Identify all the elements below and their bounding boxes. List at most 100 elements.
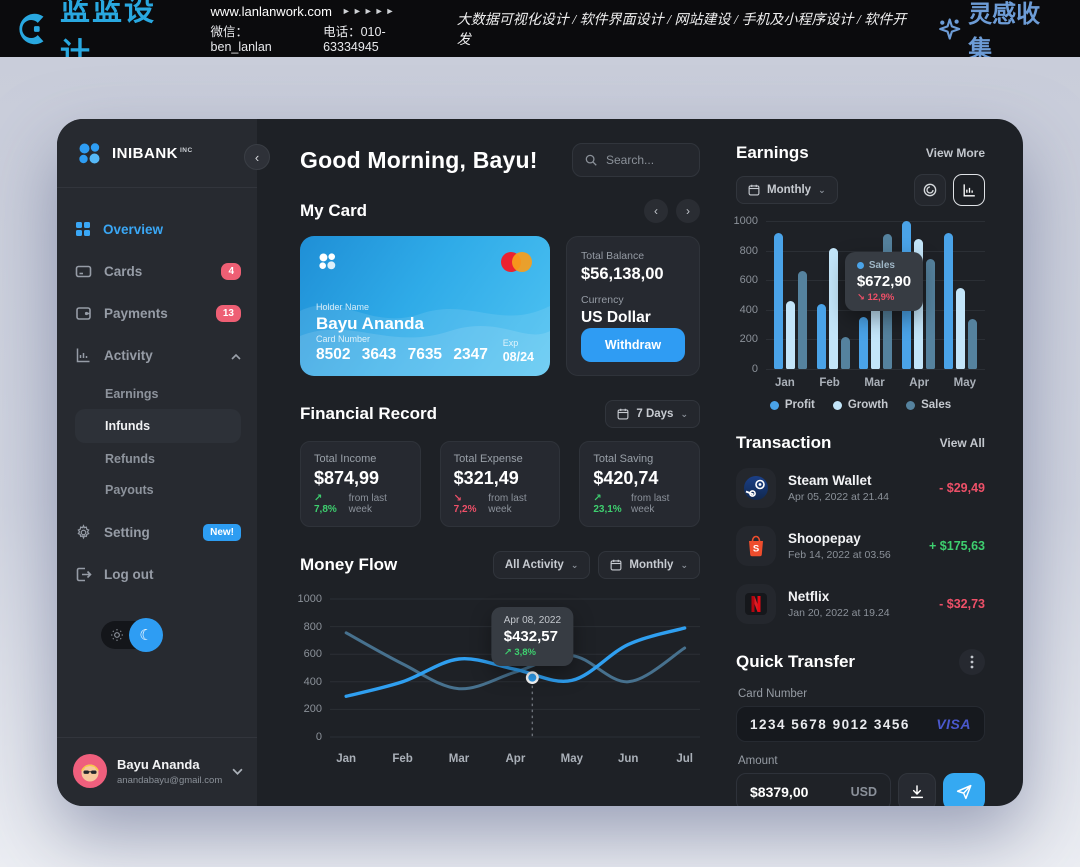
sidebar-collapse-button[interactable]: ‹ — [244, 144, 270, 170]
transaction-row-shoopepay[interactable]: S Shoopepay Feb 14, 2022 at 03.56 + $175,… — [736, 517, 985, 575]
transaction-amount: - $29,49 — [939, 481, 985, 495]
theme-toggle[interactable]: ☾ — [101, 618, 163, 652]
setting-new-badge: New! — [203, 523, 241, 541]
x-tick-label: Feb — [819, 377, 840, 389]
activity-submenu: Earnings Infunds Refunds Payouts — [75, 378, 241, 505]
card-prev-button[interactable]: ‹ — [644, 199, 668, 223]
download-icon — [910, 785, 924, 799]
money-flow-tooltip: Apr 08, 2022 $432,57 ↗ 3,8% — [491, 607, 574, 666]
earnings-title: Earnings — [736, 143, 809, 162]
sidebar-item-activity[interactable]: Activity — [75, 334, 241, 376]
quick-transfer-menu-button[interactable] — [959, 649, 985, 675]
payments-badge: 13 — [215, 304, 241, 322]
bar-profit[interactable] — [816, 303, 826, 369]
card-number-field[interactable]: VISA — [736, 706, 985, 742]
donut-chart-view-button[interactable] — [914, 174, 946, 206]
dashboard-window: ‹ INIBANK INC Overview Cards 4 Payments 1… — [57, 119, 1023, 806]
card-number-input[interactable] — [750, 716, 920, 732]
withdraw-button[interactable]: Withdraw — [581, 328, 685, 362]
earnings-period-dropdown[interactable]: Monthly ⌄ — [736, 176, 838, 204]
bar-chart-icon — [963, 183, 975, 196]
chevron-up-icon — [231, 348, 241, 363]
bar-growth[interactable] — [786, 300, 795, 369]
lanlan-logo-text: 蓝蓝设计 — [60, 0, 156, 71]
amount-field[interactable]: USD — [736, 773, 891, 806]
holder-name: Bayu Ananda — [316, 314, 425, 333]
total-income-card: Total Income $874,99 ↗ 7,8% from last wee… — [300, 441, 421, 527]
sidebar-nav: Overview Cards 4 Payments 13 Activity Ea… — [57, 188, 257, 652]
search-icon — [585, 154, 597, 166]
calendar-icon — [610, 559, 622, 571]
moon-icon[interactable]: ☾ — [129, 618, 163, 652]
brand-logo: INIBANK INC — [57, 119, 257, 188]
bar-sales[interactable] — [840, 337, 850, 369]
banner-website[interactable]: www.lanlanwork.com — [210, 3, 332, 19]
amount-input[interactable] — [750, 784, 840, 800]
bar-sales[interactable] — [968, 318, 977, 369]
search-box[interactable] — [572, 143, 700, 177]
cards-badge: 4 — [221, 262, 241, 280]
bar-sales[interactable] — [798, 271, 807, 369]
transaction-row-steam[interactable]: Steam Wallet Apr 05, 2022 at 21.44 - $29,… — [736, 459, 985, 517]
line-series-flow-primary — [344, 626, 687, 698]
y-tick-label: 0 — [751, 363, 758, 375]
bar-chart-view-button[interactable] — [953, 174, 985, 206]
sidebar-subitem-earnings[interactable]: Earnings — [105, 386, 159, 401]
inspiration-collect[interactable]: 灵感收集 — [937, 0, 1062, 64]
earnings-y-axis: 0 200 400 600 800 1000 — [734, 215, 766, 375]
range-dropdown[interactable]: 7 Days ⌄ — [605, 400, 700, 428]
calendar-icon — [617, 408, 629, 420]
card-next-button[interactable]: › — [676, 199, 700, 223]
grid-icon — [76, 222, 90, 236]
send-button[interactable] — [943, 773, 985, 806]
bar-sales[interactable] — [925, 259, 935, 369]
steam-icon — [736, 468, 776, 508]
bank-card[interactable]: Holder Name Bayu Ananda Card Number 8502… — [300, 236, 550, 376]
transaction-amount: - $32,73 — [939, 597, 985, 611]
gear-icon — [77, 523, 90, 539]
line-series-flow-secondary — [344, 631, 687, 691]
sidebar-item-setting[interactable]: Setting New! — [75, 511, 241, 553]
money-flow-chart: 0 200 400 600 800 1000 Apr 08, 2022 $432,57 ↗… — [297, 593, 700, 743]
sparkle-icon — [938, 17, 960, 40]
sidebar-item-payments[interactable]: Payments 13 — [75, 292, 241, 334]
sidebar-item-logout[interactable]: Log out — [75, 553, 241, 595]
sidebar-subitem-infunds[interactable]: Infunds — [75, 409, 241, 443]
transaction-row-netflix[interactable]: Netflix Jan 20, 2022 at 19.24 - $32,73 — [736, 575, 985, 633]
transaction-amount: + $175,63 — [929, 539, 985, 553]
selected-point-marker — [525, 671, 539, 685]
bar-profit[interactable] — [774, 232, 783, 369]
user-profile[interactable]: Bayu Ananda anandabayu@gmail.com — [57, 737, 257, 806]
sidebar-subitem-payouts[interactable]: Payouts — [105, 482, 154, 497]
y-tick-label: 200 — [303, 703, 322, 716]
sidebar-item-overview[interactable]: Overview — [75, 208, 241, 250]
sidebar-subitem-refunds[interactable]: Refunds — [105, 451, 155, 466]
bar-profit[interactable] — [944, 232, 953, 369]
search-input[interactable] — [606, 153, 686, 167]
x-tick-label: May — [560, 753, 583, 765]
period-filter-dropdown[interactable]: Monthly ⌄ — [598, 551, 700, 579]
banner-wechat: 微信：ben_lanlan — [210, 24, 272, 54]
view-more-link[interactable]: View More — [925, 146, 985, 160]
sidebar-item-cards[interactable]: Cards 4 — [75, 250, 241, 292]
bar-growth[interactable] — [828, 247, 838, 369]
y-tick-label: 400 — [739, 303, 758, 316]
balance-label: Total Balance — [581, 250, 645, 262]
card-wave-decoration — [300, 305, 550, 376]
card-brand-icon — [319, 253, 336, 270]
donut-chart-icon — [923, 183, 937, 197]
money-flow-x-axis: Jan Feb Mar Apr May Jun Jul — [330, 751, 700, 773]
y-tick-label: 1000 — [297, 593, 322, 605]
banner-contact: www.lanlanwork.com ►►►►► 微信：ben_lanlan 电… — [211, 4, 439, 54]
bar-growth[interactable] — [871, 302, 880, 369]
x-tick-label: Jan — [775, 377, 795, 389]
chevron-down-icon[interactable] — [232, 762, 243, 780]
bar-profit[interactable] — [859, 317, 868, 369]
activity-filter-dropdown[interactable]: All Activity ⌄ — [492, 551, 591, 579]
download-button[interactable] — [898, 773, 936, 806]
x-tick-label: Jun — [617, 753, 639, 765]
view-all-link[interactable]: View All — [939, 436, 985, 450]
my-card-title: My Card — [300, 201, 368, 220]
kebab-menu-icon — [970, 655, 974, 669]
bar-growth[interactable] — [956, 287, 965, 369]
